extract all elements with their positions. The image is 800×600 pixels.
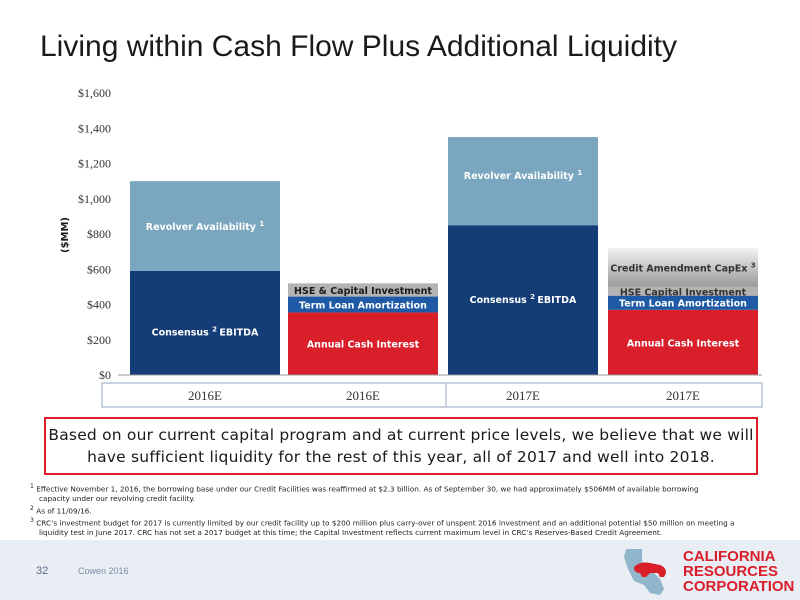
y-tick-label: $1,400 — [78, 121, 111, 135]
footnote-3-text: CRC’s investment budget for 2017 is curr… — [36, 518, 735, 528]
bar-segment-annual-cash-interest — [288, 312, 438, 375]
segment-label-text: Revolver Availability — [146, 222, 260, 233]
logo-line-2: RESOURCES — [683, 563, 779, 580]
segment-label-text: HSE & Capital Investment — [294, 286, 432, 297]
x-axis: 2016E 2016E 2017E 2017E — [101, 374, 763, 408]
bar-segment-credit-amendment-capex — [608, 248, 758, 287]
stacked-bar-chart: $0 $200 $400 $600 $800 $1,000 $1,200 $1,400 $1,6… — [60, 86, 763, 408]
bar-segment-label: Credit Amendment CapEx 3 — [610, 261, 755, 274]
logo-wordmark: CALIFORNIA RESOURCES CORPORATION — [683, 549, 794, 594]
bar-segment-consensus-ebitda — [130, 271, 280, 375]
footnote-3-text-cont: liquidity test in June 2017. CRC has not… — [39, 528, 663, 538]
x-axis-category-band — [101, 382, 763, 408]
liquidity-callout: Based on our current capital program and… — [44, 417, 758, 475]
segment-label-superscript: 3 — [751, 261, 756, 269]
bar-segment-label: Term Loan Amortization — [619, 299, 747, 310]
bar-segment-term-loan-amortization — [608, 295, 758, 310]
logo-line-3: CORPORATION — [683, 578, 795, 595]
footnote-1-text: Effective November 1, 2016, the borrowin… — [36, 484, 699, 494]
y-tick-label: $1,600 — [78, 86, 111, 100]
bar-segment-hse-capital-investment — [608, 286, 758, 296]
x-tick-label: 2017E — [666, 388, 700, 403]
bar-segment-revolver-availability — [448, 137, 598, 226]
y-tick-label: $400 — [87, 298, 111, 312]
bar-segment-consensus-ebitda — [448, 225, 598, 375]
bar-segment-hse-capital-investment — [288, 283, 438, 297]
segment-label-text: Revolver Availability — [464, 171, 578, 182]
y-tick-label: $1,000 — [78, 192, 111, 206]
y-tick-label: $800 — [87, 227, 111, 241]
bar-segment-revolver-availability — [130, 181, 280, 272]
bar-segment-label: Annual Cash Interest — [307, 340, 420, 351]
bear-icon — [634, 562, 666, 577]
crc-logo — [624, 549, 666, 595]
x-tick-label: 2016E — [346, 388, 380, 403]
footnote-1-marker: 1 — [30, 483, 34, 490]
segment-label-text: Term Loan Amortization — [299, 301, 427, 312]
x-tick-label: 2017E — [506, 388, 540, 403]
bar-segment-label: Revolver Availability 1 — [146, 220, 265, 233]
segment-label-text-2: EBITDA — [537, 295, 577, 306]
footnote-1: 1 Effective November 1, 2016, the borrow… — [30, 482, 780, 504]
x-tick-label: 2016E — [188, 388, 222, 403]
y-axis-ticks: $0 $200 $400 $600 $800 $1,000 $1,200 $1,400 $1,6… — [78, 86, 111, 382]
footnote-3: 3 CRC’s investment budget for 2017 is cu… — [30, 516, 780, 538]
bar-segment-label: Consensus 2 EBITDA — [152, 325, 259, 338]
y-tick-label: $200 — [87, 333, 111, 347]
bar-segment-label: Term Loan Amortization — [299, 301, 427, 312]
segment-label-text: Consensus — [470, 295, 531, 306]
bar-segment-label: HSE Capital Investment — [620, 287, 747, 298]
segment-label-text: Term Loan Amortization — [619, 299, 747, 310]
bar-segment-label: Revolver Availability 1 — [464, 169, 583, 182]
footnote-2: 2 As of 11/09/16. — [30, 504, 780, 516]
footnote-2-text: As of 11/09/16. — [36, 506, 92, 516]
segment-label-superscript: 1 — [577, 169, 582, 177]
segment-label-superscript: 2 — [212, 325, 219, 333]
bar-segment-label: HSE & Capital Investment — [294, 286, 432, 297]
y-tick-label: $600 — [87, 262, 111, 276]
segment-label-text: Credit Amendment CapEx — [610, 263, 750, 274]
bar-segment-label: Consensus 2 EBITDA — [470, 293, 577, 306]
footnote-2-marker: 2 — [30, 505, 34, 512]
segment-label-superscript: 1 — [259, 220, 264, 228]
logo-line-1: CALIFORNIA — [683, 548, 776, 565]
footnote-3-marker: 3 — [30, 517, 34, 524]
segment-label-text: HSE Capital Investment — [620, 287, 747, 298]
page-number: 32 — [36, 565, 49, 577]
y-axis-label: ($MM) — [60, 217, 71, 253]
slide-title: Living within Cash Flow Plus Additional … — [40, 30, 678, 63]
segment-label-text: Annual Cash Interest — [307, 340, 420, 351]
segment-label-text: Annual Cash Interest — [627, 338, 740, 349]
bar-segment-label: Annual Cash Interest — [627, 338, 740, 349]
y-tick-label: $0 — [99, 368, 111, 382]
bars-group: Consensus 2 EBITDA Revolver Availability … — [130, 137, 758, 375]
bar-segment-term-loan-amortization — [288, 296, 438, 313]
bar-segment-annual-cash-interest — [608, 309, 758, 375]
y-tick-label: $1,200 — [78, 157, 111, 171]
footnote-1-text-cont: capacity under our revolving credit faci… — [39, 494, 196, 504]
segment-label-superscript: 2 — [530, 293, 537, 301]
footer-source: Cowen 2016 — [78, 566, 129, 576]
segment-label-text-2: EBITDA — [219, 327, 259, 338]
footer-band — [0, 540, 800, 600]
segment-label-text: Consensus — [152, 327, 213, 338]
